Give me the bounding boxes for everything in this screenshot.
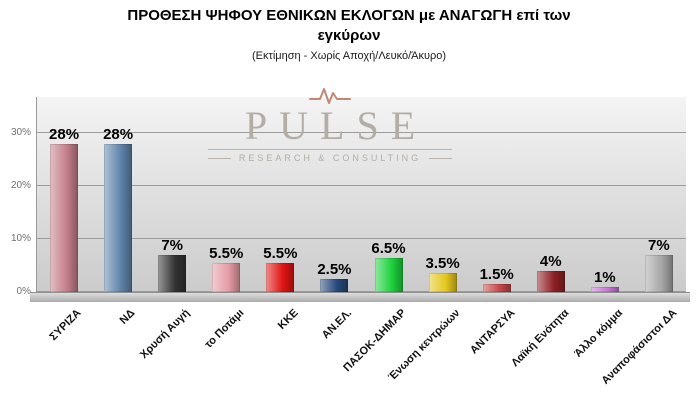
bar-slot: 2.5% xyxy=(307,261,361,292)
gridline xyxy=(37,238,686,239)
category-label: το Ποτάμι xyxy=(202,307,247,351)
category-slot: Χρυσή Αυγή xyxy=(138,304,198,412)
bar-slot: 7% xyxy=(145,237,199,292)
chart-title-line1: ΠΡΟΘΕΣΗ ΨΗΦΟΥ ΕΘΝΙΚΩΝ ΕΚΛΟΓΩΝ με ΑΝΑΓΩΓΗ… xyxy=(127,7,571,24)
category-label: Χρυσή Αυγή xyxy=(137,307,192,362)
bar-value-label: 5.5% xyxy=(209,244,244,262)
bar-slot: 1.5% xyxy=(470,266,524,292)
bar-slot: 5.5% xyxy=(253,245,307,292)
y-tick-label: 0% xyxy=(16,286,31,297)
plot-area: 0% 10% 20% 30% 28% 28% 7% 5.5% 5.5% 2.5% 6.5% 3.5%… xyxy=(11,97,686,297)
bar-9 xyxy=(536,270,565,292)
category-slot: Ένωση κεντρώων xyxy=(386,304,469,412)
bar-value-label: 7% xyxy=(648,236,670,254)
category-slot: Αναποφάσιστοι ΔΑ xyxy=(600,304,686,412)
bar-slot: 6.5% xyxy=(361,240,415,292)
bar-slot: 5.5% xyxy=(199,245,253,292)
bar-value-label: 28% xyxy=(49,125,80,143)
category-slot: το Ποτάμι xyxy=(199,304,253,412)
gridline xyxy=(37,132,686,133)
bar-value-label: 7% xyxy=(161,236,184,254)
bar-value-label: 1.5% xyxy=(479,266,514,284)
category-slot: Λαϊκή Ενότητα xyxy=(509,304,578,412)
heartbeat-icon xyxy=(309,88,351,104)
category-slot: ΚΚΕ xyxy=(253,304,307,412)
chart-floor xyxy=(30,292,690,302)
gridline xyxy=(37,185,686,186)
bar-value-label: 1% xyxy=(593,268,616,286)
bar-value-label: 4% xyxy=(539,252,562,270)
y-tick-label: 30% xyxy=(10,127,31,138)
bar-2 xyxy=(158,254,187,292)
category-label: ΝΔ xyxy=(118,307,138,327)
bar-slot: 28% xyxy=(37,126,91,292)
category-label: Άλλο κόμμα xyxy=(572,307,626,360)
category-slot: ΝΔ xyxy=(90,304,144,412)
chart-title-line2: εγκύρων xyxy=(317,27,381,45)
bar-value-label: 5.5% xyxy=(263,244,298,262)
bar-7 xyxy=(428,273,457,292)
bar-4 xyxy=(266,262,295,292)
bar-8 xyxy=(482,284,511,292)
bar-value-label: 6.5% xyxy=(371,239,406,257)
bar-value-label: 28% xyxy=(103,125,134,143)
chart-subtitle: (Εκτίμηση - Χωρίς Αποχή/Λευκό/Άκυρο) xyxy=(251,50,447,62)
bar-0 xyxy=(50,143,79,292)
category-label: ΑΝΤΑΡΣΥΑ xyxy=(467,307,517,357)
bar-value-label: 3.5% xyxy=(425,255,460,273)
bar-3 xyxy=(212,262,241,292)
category-label: ΑΝ.ΕΛ. xyxy=(320,307,355,342)
watermark-rule xyxy=(208,149,452,150)
bar-slot: 3.5% xyxy=(416,255,470,292)
bar-slot: 4% xyxy=(524,253,578,292)
bar-10 xyxy=(590,286,619,292)
pulse-watermark: PULSE RESEARCH & CONSULTING xyxy=(190,86,470,163)
bar-6 xyxy=(374,257,403,292)
bar-slot: 28% xyxy=(91,126,145,292)
chart-title: ΠΡΟΘΕΣΗ ΨΗΦΟΥ ΕΘΝΙΚΩΝ ΕΚΛΟΓΩΝ με ΑΝΑΓΩΓΗ… xyxy=(0,6,698,47)
bar-slot: 7% xyxy=(632,237,686,292)
bar-slot: 1% xyxy=(578,269,632,292)
category-slot: ΣΥΡΙΖΑ xyxy=(36,304,90,412)
bar-5 xyxy=(320,278,349,292)
gridline xyxy=(37,291,686,292)
watermark-tagline: RESEARCH & CONSULTING xyxy=(208,153,452,163)
y-tick-label: 20% xyxy=(10,180,31,191)
bar-value-label: 2.5% xyxy=(317,260,352,278)
category-label: ΚΚΕ xyxy=(275,307,301,332)
bars-row: 28% 28% 7% 5.5% 5.5% 2.5% 6.5% 3.5% 1.5% 4% 1% 7% xyxy=(37,126,686,292)
watermark-brand-text: PULSE xyxy=(244,103,428,148)
category-labels-row: ΣΥΡΙΖΑ ΝΔ Χρυσή Αυγή το Ποτάμι ΚΚΕ ΑΝ.ΕΛ. ΠΑΣΟ… xyxy=(36,304,686,412)
y-tick-label: 10% xyxy=(10,233,31,244)
bar-1 xyxy=(104,143,133,292)
bar-11 xyxy=(644,254,673,292)
category-label: ΣΥΡΙΖΑ xyxy=(47,307,84,344)
